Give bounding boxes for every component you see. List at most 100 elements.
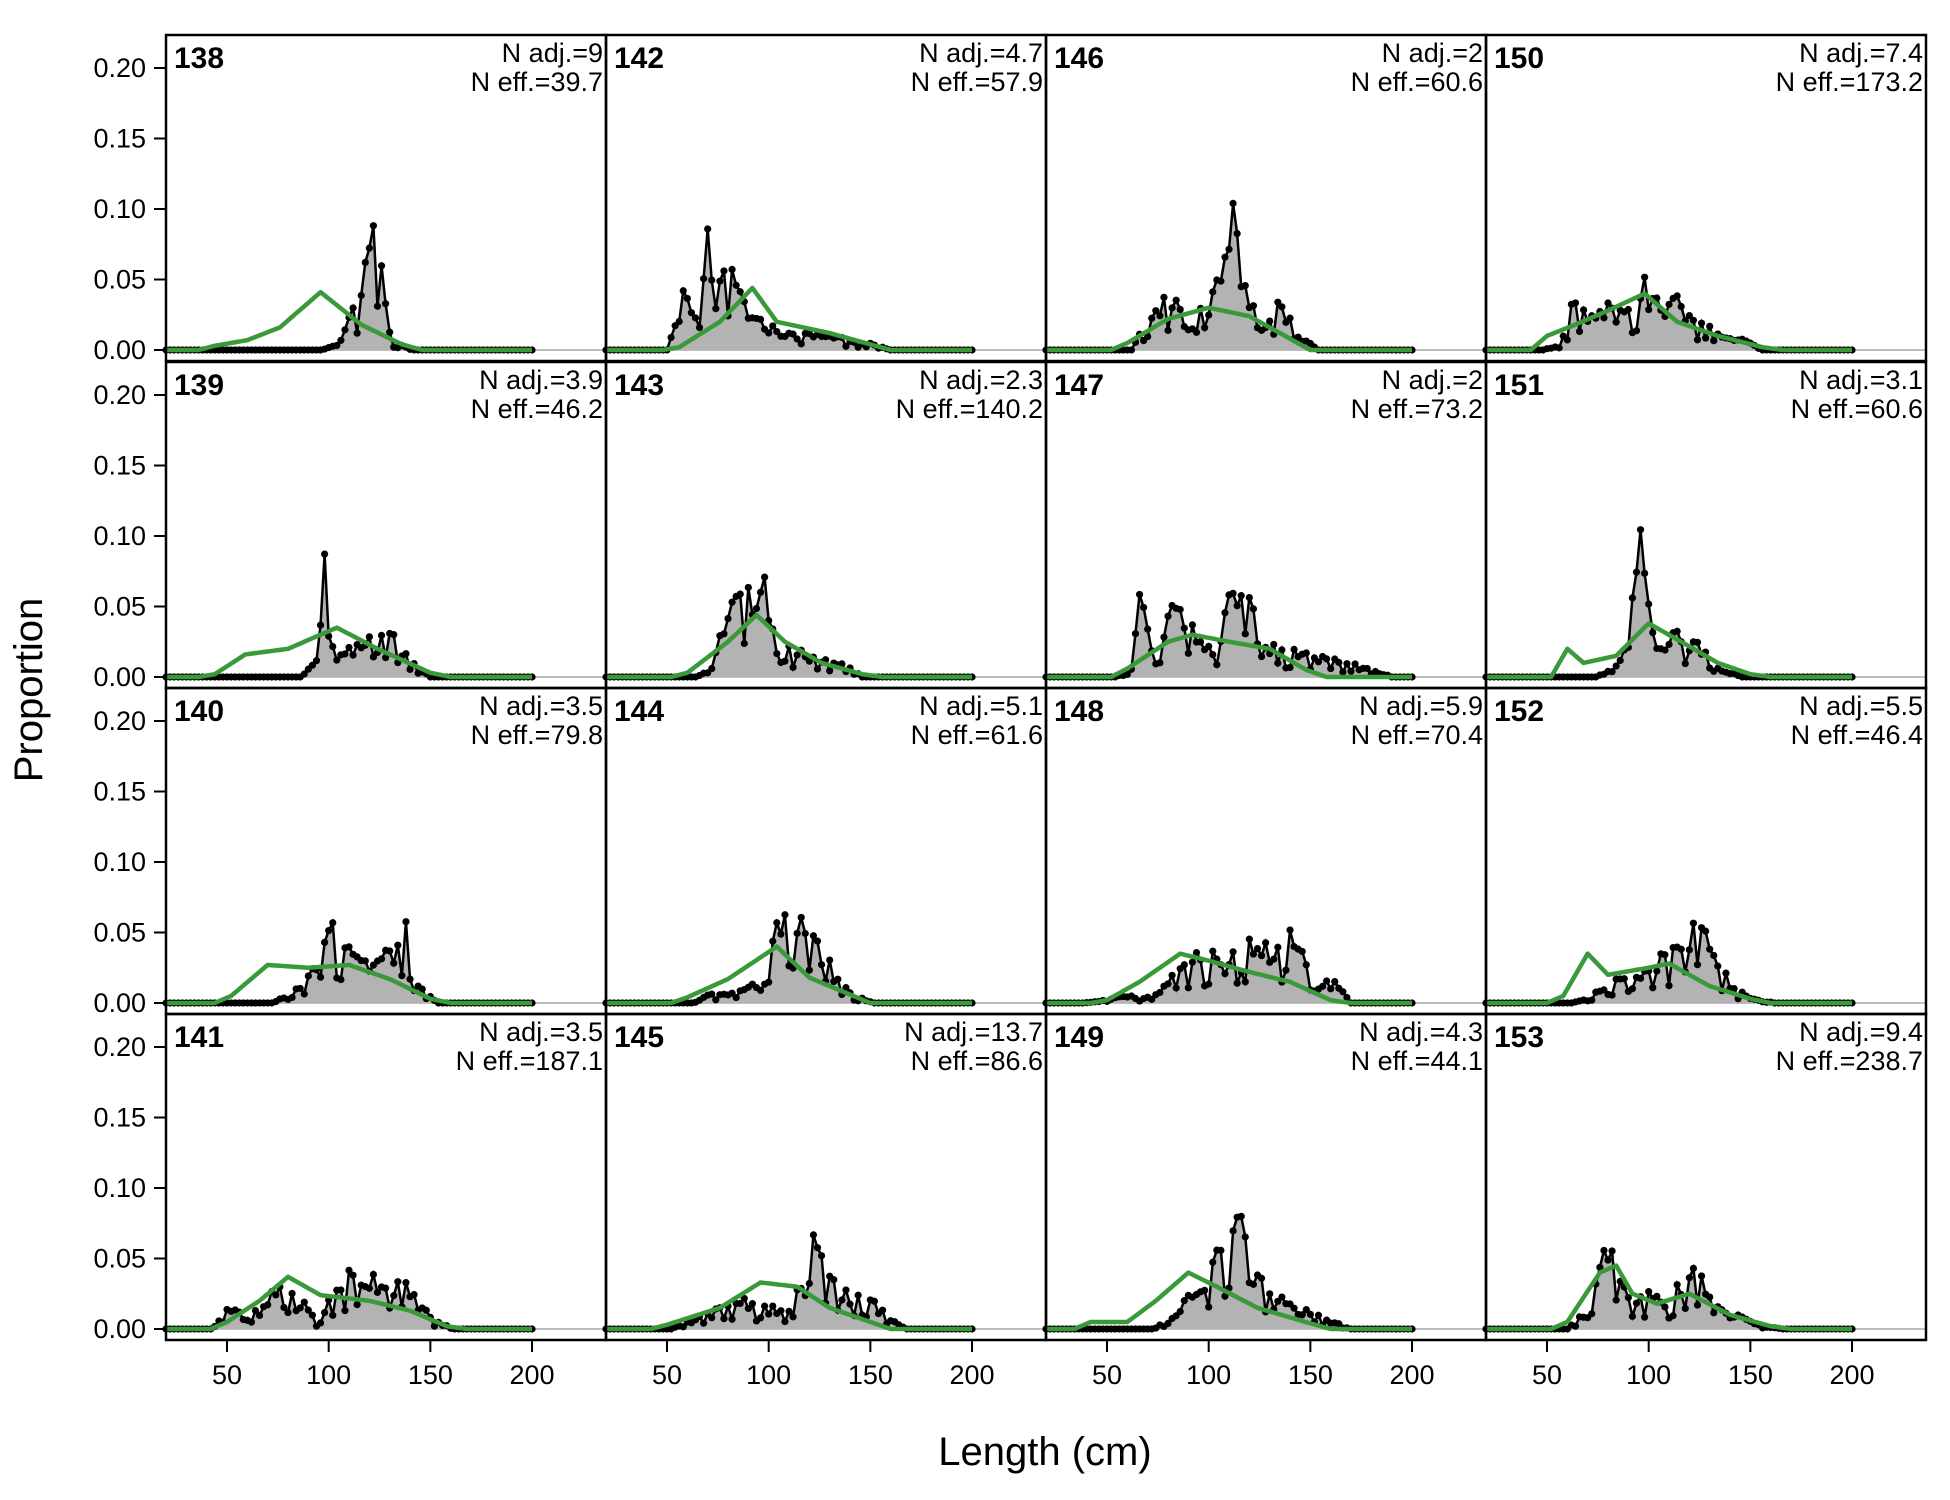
- observed-point: [1673, 1281, 1681, 1289]
- observed-point: [708, 664, 716, 673]
- observed-point: [1176, 605, 1184, 614]
- panel-153: 153 N adj.=9.4N eff.=238.7: [1482, 1012, 1928, 1342]
- observed-point: [377, 955, 386, 963]
- x-tick-label: 150: [1728, 1360, 1773, 1390]
- observed-point: [728, 1315, 736, 1323]
- observed-point: [337, 336, 345, 344]
- observed-point: [773, 327, 781, 336]
- observed-point: [826, 667, 834, 675]
- observed-point: [1217, 1246, 1225, 1254]
- observed-point: [296, 1304, 304, 1312]
- observed-point: [756, 315, 765, 323]
- observed-point: [373, 302, 382, 310]
- expected-line: [165, 1274, 533, 1332]
- observed-point: [272, 1291, 280, 1299]
- x-tick-label: 200: [949, 1360, 994, 1390]
- observed-point: [247, 1318, 256, 1326]
- observed-point: [830, 1276, 838, 1284]
- observed-point: [1620, 975, 1628, 983]
- observed-fill: [166, 225, 533, 350]
- observed-point: [349, 304, 357, 312]
- observed-point: [1140, 603, 1148, 612]
- observed-point: [1677, 945, 1685, 953]
- observed-point: [300, 1298, 308, 1306]
- observed-point: [1702, 927, 1710, 935]
- observed-point: [316, 621, 325, 629]
- observed-point: [1221, 970, 1229, 978]
- observed-point: [345, 1266, 353, 1274]
- observed-point: [679, 1323, 687, 1331]
- observed-point: [1649, 628, 1657, 637]
- observed-fill: [1046, 203, 1413, 350]
- observed-point: [1722, 969, 1730, 977]
- observed-point: [854, 1291, 862, 1299]
- observed-point: [1249, 1280, 1258, 1288]
- observed-point: [1697, 319, 1706, 327]
- observed-point: [1665, 982, 1673, 990]
- observed-point: [316, 973, 325, 981]
- observed-point: [1127, 346, 1136, 354]
- n-adj-label: N adj.=2: [1382, 38, 1483, 68]
- observed-point: [1600, 314, 1608, 322]
- observed-point: [728, 598, 736, 606]
- observed-point: [1306, 1310, 1314, 1318]
- observed-point: [1710, 337, 1718, 345]
- observed-point: [769, 322, 777, 330]
- y-tick-label: 0.20: [93, 1032, 146, 1062]
- n-adj-label: N adj.=7.4: [1799, 38, 1923, 68]
- observed-point: [1571, 299, 1580, 307]
- observed-point: [1632, 568, 1641, 576]
- observed-point: [704, 225, 712, 233]
- panel-label: 153: [1494, 1021, 1544, 1054]
- observed-point: [1645, 600, 1653, 608]
- observed-point: [1693, 638, 1702, 646]
- observed-point: [406, 975, 414, 983]
- observed-point: [382, 300, 390, 308]
- observed-point: [1278, 646, 1286, 654]
- observed-point: [834, 975, 842, 983]
- observed-point: [793, 651, 801, 659]
- observed-point: [337, 1286, 345, 1294]
- observed-point: [1257, 1274, 1266, 1282]
- observed-point: [1710, 1309, 1718, 1317]
- observed-point: [789, 1313, 797, 1321]
- observed-point: [1233, 602, 1241, 610]
- observed-point: [365, 1284, 373, 1292]
- x-tick-label: 50: [1092, 1360, 1122, 1390]
- observed-point: [321, 550, 329, 558]
- observed-point: [1600, 1246, 1608, 1255]
- observed-point: [255, 1311, 264, 1320]
- observed-point: [386, 328, 394, 336]
- observed-point: [1221, 609, 1229, 617]
- observed-point: [341, 326, 349, 334]
- observed-point: [773, 649, 781, 658]
- x-tick-label: 100: [746, 1360, 791, 1390]
- observed-point: [793, 335, 801, 343]
- observed-point: [288, 1289, 296, 1298]
- panel-label: 151: [1494, 369, 1544, 402]
- observed-point: [1144, 625, 1152, 633]
- observed-point: [1323, 977, 1331, 985]
- observed-point: [1302, 961, 1310, 969]
- y-tick-label: 0.15: [93, 1103, 146, 1133]
- y-tick-label: 0.00: [93, 662, 146, 692]
- observed-point: [740, 1294, 748, 1303]
- observed-point: [1241, 282, 1249, 290]
- observed-point: [765, 1310, 773, 1318]
- observed-point: [1160, 633, 1168, 641]
- n-adj-label: N adj.=9: [502, 38, 603, 68]
- observed-point: [708, 990, 716, 998]
- observed-point: [1693, 336, 1702, 344]
- observed-point: [337, 975, 345, 984]
- observed-point: [390, 631, 398, 639]
- observed-point: [761, 573, 769, 581]
- observed-point: [1571, 1322, 1580, 1330]
- y-tick-label: 0.15: [93, 124, 146, 154]
- observed-point: [728, 265, 736, 273]
- observed-point: [329, 642, 337, 651]
- n-eff-label: N eff.=39.7: [471, 67, 603, 97]
- observed-point: [361, 957, 369, 965]
- observed-point: [357, 291, 365, 300]
- observed-point: [1270, 955, 1278, 963]
